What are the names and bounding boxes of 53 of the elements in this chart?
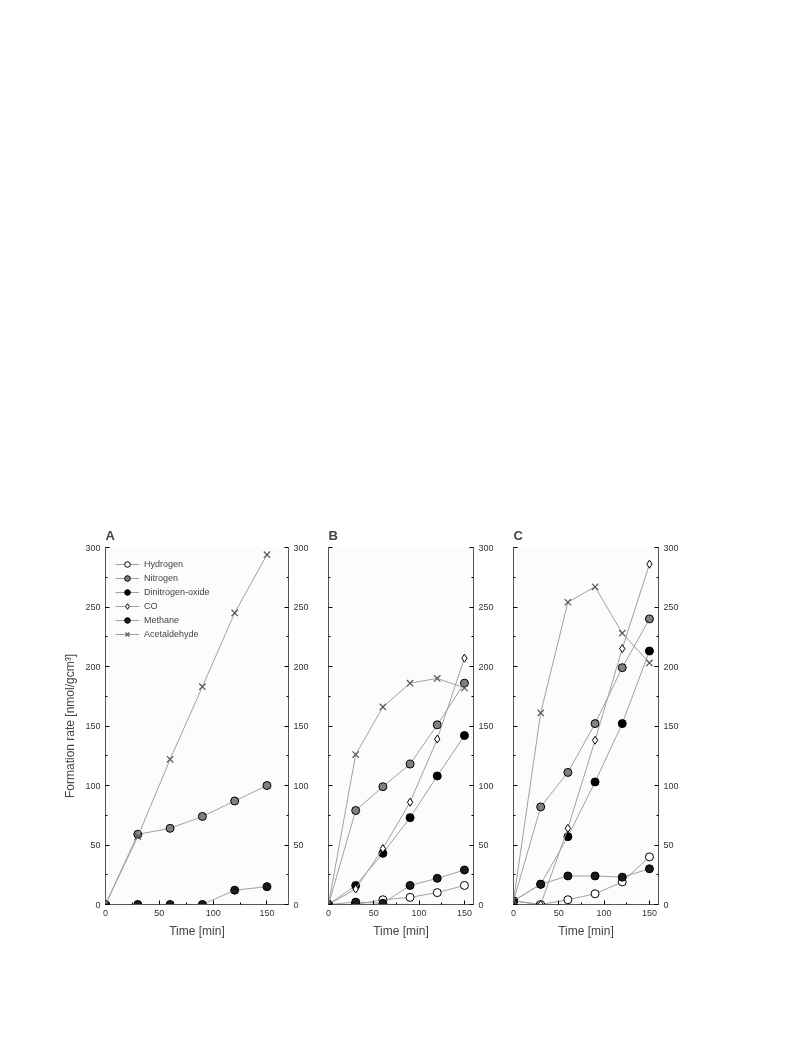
- legend-label: CO: [144, 600, 159, 613]
- legend-label: Hydrogen: [144, 558, 184, 571]
- y2-tick-label: 50: [663, 840, 674, 850]
- legend-label: Nitrogen: [144, 572, 179, 585]
- y2-tick-label: 300: [663, 542, 679, 553]
- y2-tick-label: 0: [293, 899, 299, 910]
- chart-title: B: [328, 527, 338, 543]
- y2-tick-label: 50: [478, 840, 489, 850]
- y2-tick-label: 150: [293, 721, 309, 731]
- legend-label: Acetaldehyde: [144, 628, 199, 641]
- y2-tick-label: 150: [663, 721, 679, 731]
- y2-tick-label: 200: [663, 661, 679, 672]
- legend-label: Dinitrogen-oxide: [144, 586, 210, 599]
- legend-label: Methane: [144, 614, 180, 627]
- y2-tick-label: 50: [293, 840, 304, 850]
- y2-tick-label: 300: [293, 542, 309, 553]
- y2-tick-label: 100: [293, 780, 309, 791]
- x-tick-label: 150: [641, 907, 657, 918]
- x-axis-title: Time [min]: [558, 923, 614, 938]
- x-tick-label: 150: [259, 907, 275, 918]
- y2-tick-label: 0: [478, 899, 484, 910]
- x-tick-label: 100: [411, 907, 427, 918]
- y2-tick-label: 250: [293, 602, 309, 612]
- y-axis-title: Formation rate [nmol/gcm³]: [63, 653, 78, 799]
- y2-tick-label: 200: [478, 661, 494, 672]
- y2-tick-label: 250: [478, 602, 494, 612]
- y-tick-label: 50: [90, 840, 101, 850]
- y-tick-label: 300: [85, 542, 101, 553]
- chart-title: C: [513, 527, 524, 543]
- x-tick-label: 150: [456, 907, 472, 918]
- y2-tick-label: 250: [663, 602, 679, 612]
- chart-title: A: [105, 527, 116, 543]
- x-tick-label: 50: [368, 907, 379, 918]
- x-tick-label: 0: [511, 907, 517, 918]
- x-tick-label: 50: [553, 907, 564, 918]
- x-tick-label: 0: [103, 907, 109, 918]
- x-axis-title: Time [min]: [373, 923, 429, 938]
- y-tick-label: 100: [85, 780, 101, 791]
- y2-tick-label: 150: [478, 721, 494, 731]
- y2-tick-label: 100: [663, 780, 679, 791]
- y2-tick-label: 300: [478, 542, 494, 553]
- y2-tick-label: 100: [478, 780, 494, 791]
- x-tick-label: 100: [596, 907, 612, 918]
- x-tick-label: 100: [205, 907, 221, 918]
- y-tick-label: 250: [85, 602, 101, 612]
- y-tick-label: 0: [95, 899, 101, 910]
- x-axis-title: Time [min]: [169, 923, 225, 938]
- y-tick-label: 150: [85, 721, 101, 731]
- y-tick-label: 200: [85, 661, 101, 672]
- y2-tick-label: 200: [293, 661, 309, 672]
- x-tick-label: 50: [154, 907, 165, 918]
- y2-tick-label: 0: [663, 899, 669, 910]
- x-tick-label: 0: [326, 907, 332, 918]
